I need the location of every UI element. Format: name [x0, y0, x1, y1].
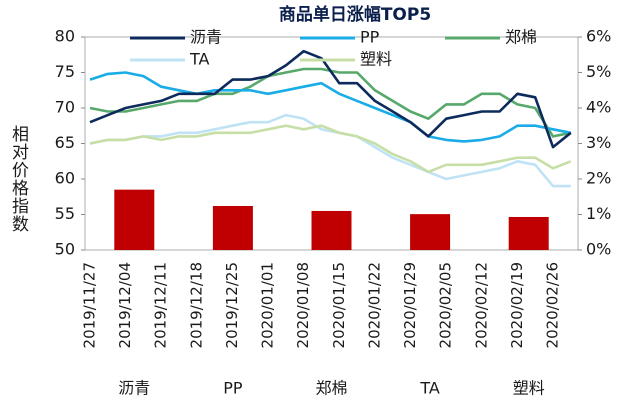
x-tick-label: 2019/12/18 — [187, 262, 205, 348]
y-tick-label: 50 — [55, 240, 75, 259]
y-tick-label: 80 — [55, 27, 75, 46]
y-axis-label: 相对价格指数 — [8, 125, 29, 233]
bar-category-label: 沥青 — [118, 379, 150, 398]
x-tick-label: 2020/01/29 — [401, 262, 419, 348]
x-tick-label: 2020/02/19 — [508, 262, 526, 348]
y2-tick-label: 2% — [586, 169, 611, 188]
legend-label: 郑棉 — [505, 28, 537, 47]
bar — [410, 214, 451, 250]
x-tick-label: 2019/12/04 — [116, 262, 134, 348]
x-tick-label: 2019/12/11 — [152, 262, 170, 348]
x-tick-label: 2019/12/25 — [223, 262, 241, 348]
y2-tick-label: 5% — [586, 62, 611, 81]
x-tick-label: 2020/02/26 — [544, 262, 562, 348]
x-tick-label: 2020/02/12 — [472, 262, 490, 348]
bar-category-label: TA — [419, 379, 440, 398]
legend-label: PP — [360, 28, 380, 47]
y2-tick-label: 1% — [586, 204, 611, 223]
series-line — [89, 67, 572, 138]
bar — [114, 189, 155, 250]
chart-title: 商品单日涨幅TOP5 — [279, 4, 431, 25]
y2-tick-label: 4% — [586, 98, 611, 117]
legend-label: TA — [189, 50, 210, 69]
y-tick-label: 60 — [55, 169, 75, 188]
y2-tick-label: 0% — [586, 240, 611, 259]
bar — [311, 210, 352, 250]
x-tick-label: 2019/11/27 — [81, 262, 99, 348]
y2-tick-label: 6% — [586, 27, 611, 46]
x-tick-label: 2020/01/15 — [330, 262, 348, 348]
x-tick-label: 2020/01/22 — [365, 262, 383, 348]
series-line — [89, 124, 572, 174]
x-tick-label: 2020/01/08 — [294, 262, 312, 348]
bar — [212, 205, 253, 250]
x-tick-label: 2020/02/05 — [437, 262, 455, 348]
y-tick-label: 75 — [55, 62, 75, 81]
bar — [508, 216, 549, 250]
series-line — [89, 113, 571, 188]
y-tick-label: 55 — [55, 204, 75, 223]
y2-tick-label: 3% — [586, 133, 611, 152]
y-tick-label: 65 — [55, 133, 75, 152]
series-line — [89, 49, 572, 149]
bar-category-label: PP — [223, 379, 243, 398]
series-line — [89, 71, 572, 143]
legend-label: 沥青 — [190, 28, 222, 47]
x-tick-label: 2020/01/01 — [259, 262, 277, 348]
bar-category-label: 塑料 — [513, 379, 545, 398]
y-tick-label: 70 — [55, 98, 75, 117]
bar-category-label: 郑棉 — [315, 379, 347, 398]
legend-label: 塑料 — [360, 50, 392, 69]
